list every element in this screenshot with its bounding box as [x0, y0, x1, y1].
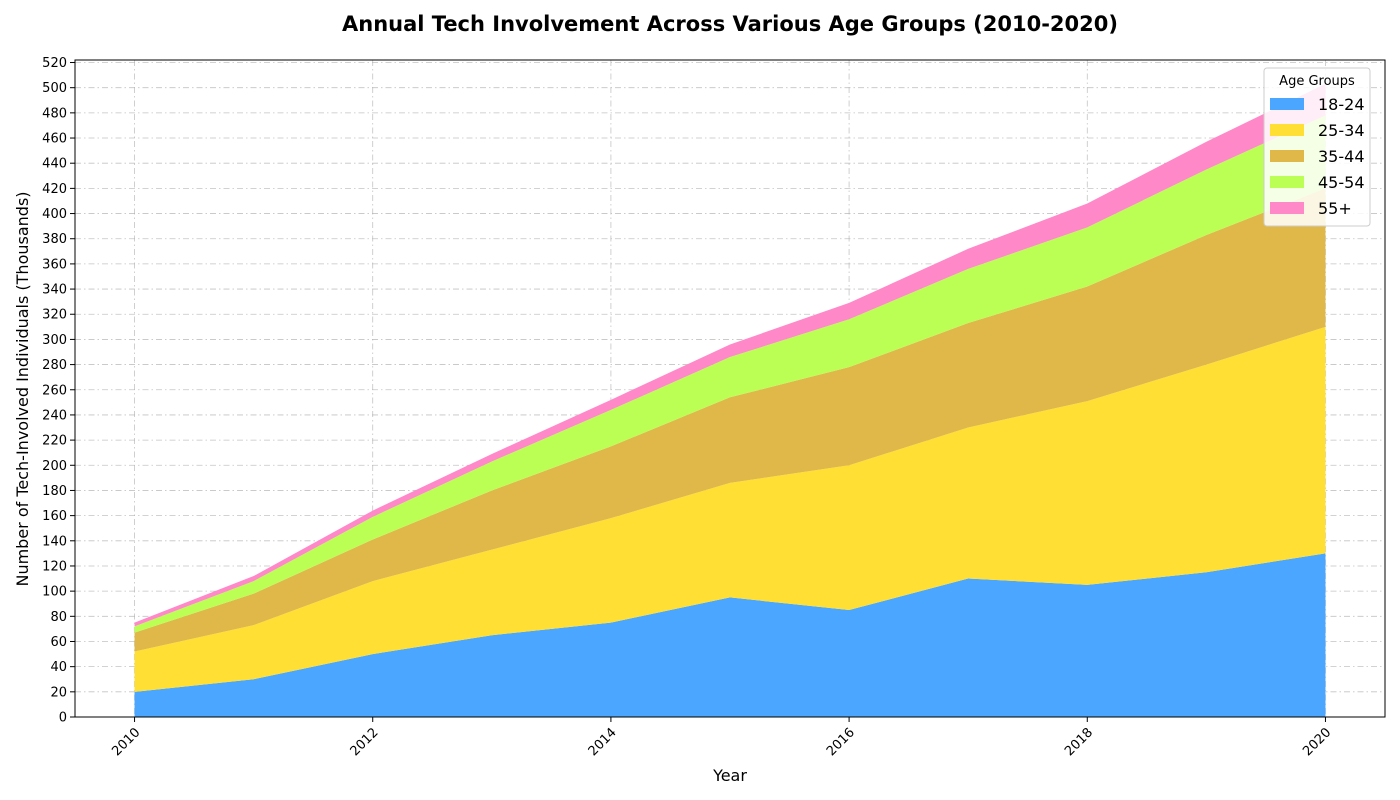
x-tick-label: 2010 [109, 725, 143, 759]
x-tick-label: 2016 [824, 725, 858, 759]
y-tick-label: 200 [42, 459, 67, 474]
y-tick-label: 80 [50, 610, 67, 625]
y-tick-label: 420 [42, 182, 67, 197]
y-axis-ticks: 0 20 40 60 80 100 120 140 160 180 200 220 240 260 280 3… [42, 56, 75, 726]
legend-label: 55+ [1318, 199, 1352, 218]
legend: Age Groups 18-24 25-34 35-44 45-54 55+ [1263, 67, 1371, 227]
legend-label: 25-34 [1318, 121, 1365, 140]
y-tick-label: 360 [42, 257, 67, 272]
y-axis-label: Number of Tech-Involved Individuals (Tho… [13, 191, 32, 586]
y-tick-label: 260 [42, 383, 67, 398]
legend-swatch [1270, 176, 1304, 188]
legend-label: 45-54 [1318, 173, 1365, 192]
legend-label: 35-44 [1318, 147, 1365, 166]
y-tick-label: 480 [42, 106, 67, 121]
y-tick-label: 0 [59, 711, 67, 726]
legend-swatch [1270, 98, 1304, 110]
y-tick-label: 240 [42, 408, 67, 423]
y-tick-label: 40 [50, 660, 67, 675]
area-series-35-44 [134, 188, 1326, 652]
y-tick-label: 220 [42, 434, 67, 449]
area-series-18-24 [134, 553, 1326, 717]
legend-swatch [1270, 202, 1304, 214]
y-tick-label: 160 [42, 509, 67, 524]
area-series-55 [134, 83, 1326, 627]
y-tick-label: 300 [42, 333, 67, 348]
y-tick-label: 100 [42, 585, 67, 600]
legend-swatch [1270, 150, 1304, 162]
y-tick-label: 460 [42, 132, 67, 147]
x-tick-label: 2020 [1300, 725, 1334, 759]
x-axis-ticks: 2010 2012 2014 2016 2018 2020 [109, 717, 1334, 759]
area-series-25-34 [134, 326, 1326, 692]
y-tick-label: 120 [42, 559, 67, 574]
y-tick-label: 400 [42, 207, 67, 222]
legend-label: 18-24 [1318, 95, 1365, 114]
x-tick-label: 2012 [348, 725, 382, 759]
x-tick-label: 2018 [1062, 725, 1096, 759]
x-axis-label: Year [712, 766, 747, 785]
y-tick-label: 380 [42, 232, 67, 247]
y-tick-label: 340 [42, 283, 67, 298]
area-series-45-54 [134, 115, 1326, 633]
chart-title: Annual Tech Involvement Across Various A… [342, 12, 1118, 36]
x-tick-label: 2014 [586, 725, 620, 759]
y-tick-label: 180 [42, 484, 67, 499]
y-tick-label: 280 [42, 358, 67, 373]
legend-swatch [1270, 124, 1304, 136]
area-series [134, 83, 1326, 717]
legend-title: Age Groups [1279, 74, 1355, 89]
y-tick-label: 500 [42, 81, 67, 96]
y-tick-label: 20 [50, 685, 67, 700]
y-tick-label: 60 [50, 635, 67, 650]
y-tick-label: 140 [42, 534, 67, 549]
plot-frame [74, 59, 1386, 718]
y-tick-label: 440 [42, 157, 67, 172]
y-tick-label: 520 [42, 56, 67, 71]
y-tick-label: 320 [42, 308, 67, 323]
